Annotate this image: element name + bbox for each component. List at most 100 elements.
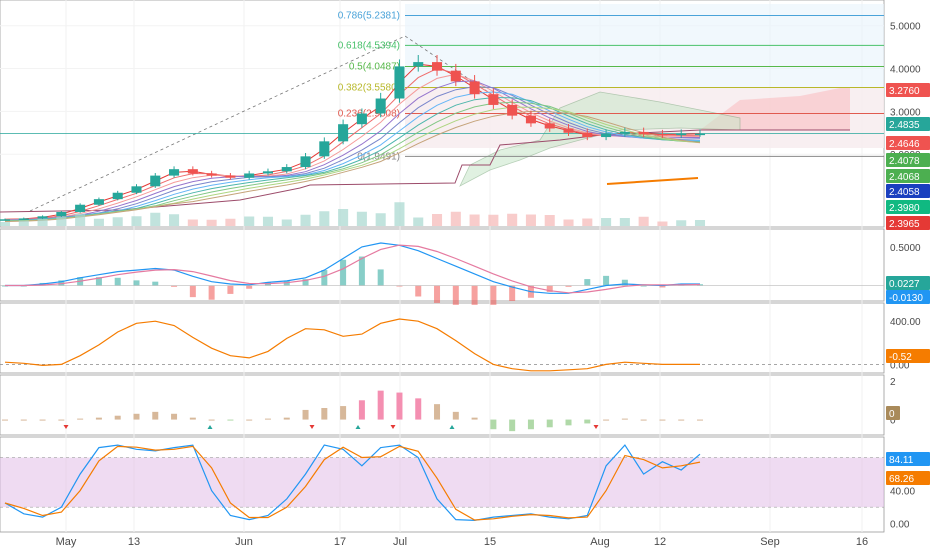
candle-body bbox=[563, 128, 574, 133]
candle-body bbox=[676, 133, 687, 136]
candle-body bbox=[150, 175, 161, 187]
momentum-bar bbox=[434, 404, 441, 420]
volume-bar bbox=[37, 218, 48, 226]
volume-bar bbox=[507, 213, 518, 226]
candle-body bbox=[112, 192, 123, 200]
price-badge-text: 2.3980 bbox=[889, 203, 920, 214]
macd-histogram-bar bbox=[358, 256, 365, 286]
ma-line bbox=[4, 110, 701, 222]
time-axis: May 13 Jun 17 Jul 15 Aug 12 Sep 16 bbox=[56, 536, 869, 548]
volume-bar bbox=[244, 216, 255, 226]
macd-histogram-bar bbox=[640, 285, 647, 287]
candle-body bbox=[75, 204, 86, 213]
candle-body bbox=[0, 219, 11, 221]
candle-body bbox=[394, 66, 405, 99]
indicator-badge bbox=[886, 290, 930, 304]
volume-bar bbox=[56, 216, 67, 226]
price-tick-label: 5.0000 bbox=[890, 22, 921, 33]
cci-panel bbox=[0, 302, 885, 374]
x-tick-label: Jun bbox=[235, 536, 253, 548]
indicator-badge bbox=[886, 471, 930, 485]
macd-histogram-bar bbox=[152, 281, 159, 286]
momentum-bar bbox=[415, 398, 422, 420]
macd-histogram-bar bbox=[509, 285, 516, 301]
ma-line bbox=[4, 91, 701, 221]
x-tick-label: 12 bbox=[654, 536, 666, 548]
volume-bar bbox=[676, 220, 687, 226]
cloud-green bbox=[459, 91, 741, 187]
candle-body bbox=[244, 173, 255, 178]
momentum-bar bbox=[509, 419, 516, 432]
signal-arrow bbox=[449, 425, 455, 429]
indicator-badge bbox=[886, 276, 930, 290]
momentum-bar bbox=[621, 418, 628, 420]
price-badge-text: 2.4068 bbox=[889, 172, 920, 183]
signal-line bbox=[5, 244, 701, 294]
momentum-bar bbox=[697, 419, 703, 421]
x-tick-label: 16 bbox=[856, 536, 868, 548]
indicator-tick-label: 0.00 bbox=[890, 360, 910, 371]
fib-levels: 0.786(5.2381) 0.618(4.5394) 0.5(4.0487) 0.3… bbox=[0, 11, 884, 162]
macd-histogram-bar bbox=[546, 285, 553, 292]
macd-histogram-bar bbox=[340, 259, 347, 286]
volume-bar bbox=[206, 219, 217, 226]
momentum-bar bbox=[584, 419, 591, 424]
x-tick-label: 17 bbox=[334, 536, 346, 548]
candle-body bbox=[431, 62, 443, 71]
momentum-panel bbox=[0, 374, 885, 436]
macd-histogram-bar bbox=[171, 285, 178, 287]
volume-bar bbox=[262, 216, 274, 226]
signal-arrow bbox=[390, 425, 396, 429]
momentum-bar bbox=[546, 419, 553, 428]
price-badge bbox=[886, 117, 930, 131]
volume-bar bbox=[281, 219, 292, 226]
momentum-bar bbox=[452, 411, 459, 420]
candle-body bbox=[694, 133, 706, 136]
fib-label: 0(1.9491) bbox=[357, 151, 400, 162]
indicator-badge-text: 0 bbox=[889, 409, 895, 420]
volume-bar bbox=[93, 218, 104, 226]
volume-bar bbox=[431, 214, 443, 226]
indicator-badge bbox=[886, 406, 900, 420]
candle-body bbox=[37, 216, 48, 219]
candle-body bbox=[582, 132, 593, 138]
macd-histogram-bar bbox=[246, 285, 253, 289]
volume-bar bbox=[75, 213, 86, 226]
candle-body bbox=[601, 133, 612, 138]
candle-body bbox=[469, 81, 480, 95]
candle-body bbox=[262, 171, 274, 174]
volume-bar bbox=[375, 213, 386, 226]
stoch-k-line bbox=[4, 444, 701, 522]
macd-histogram-bar bbox=[133, 280, 140, 286]
momentum-bar bbox=[171, 413, 178, 420]
indicator-tick-label: 0.5000 bbox=[890, 243, 921, 254]
momentum-bar bbox=[603, 419, 610, 421]
price-badge bbox=[886, 216, 930, 230]
momentum-bar bbox=[189, 417, 196, 420]
candle-body bbox=[507, 104, 518, 116]
volume-bar bbox=[150, 212, 161, 226]
candle-body bbox=[338, 124, 349, 142]
indicator-tick-label: 2 bbox=[890, 377, 896, 388]
x-tick-label: Sep bbox=[760, 536, 780, 548]
moving-averages bbox=[4, 63, 701, 222]
price-tick-label: 3.0000 bbox=[890, 107, 921, 118]
momentum-bar bbox=[264, 418, 271, 420]
macd-histogram-bar bbox=[490, 285, 497, 305]
stoch-band bbox=[0, 457, 884, 508]
ma-line bbox=[4, 73, 701, 221]
price-badge-text: 3.2760 bbox=[889, 86, 920, 97]
macd-indicator bbox=[0, 242, 884, 305]
macd-histogram-bar bbox=[377, 269, 384, 286]
macd-histogram-bar bbox=[114, 277, 121, 286]
momentum-bar bbox=[152, 411, 159, 420]
candle-body bbox=[169, 169, 180, 176]
momentum-bar bbox=[396, 392, 403, 420]
volume-bar bbox=[601, 218, 612, 226]
price-badge-text: 2.4646 bbox=[889, 139, 920, 150]
price-badge-text: 2.4078 bbox=[889, 156, 920, 167]
volume-bar bbox=[0, 222, 11, 226]
volume-bar bbox=[169, 214, 180, 226]
candle-body bbox=[225, 175, 236, 178]
